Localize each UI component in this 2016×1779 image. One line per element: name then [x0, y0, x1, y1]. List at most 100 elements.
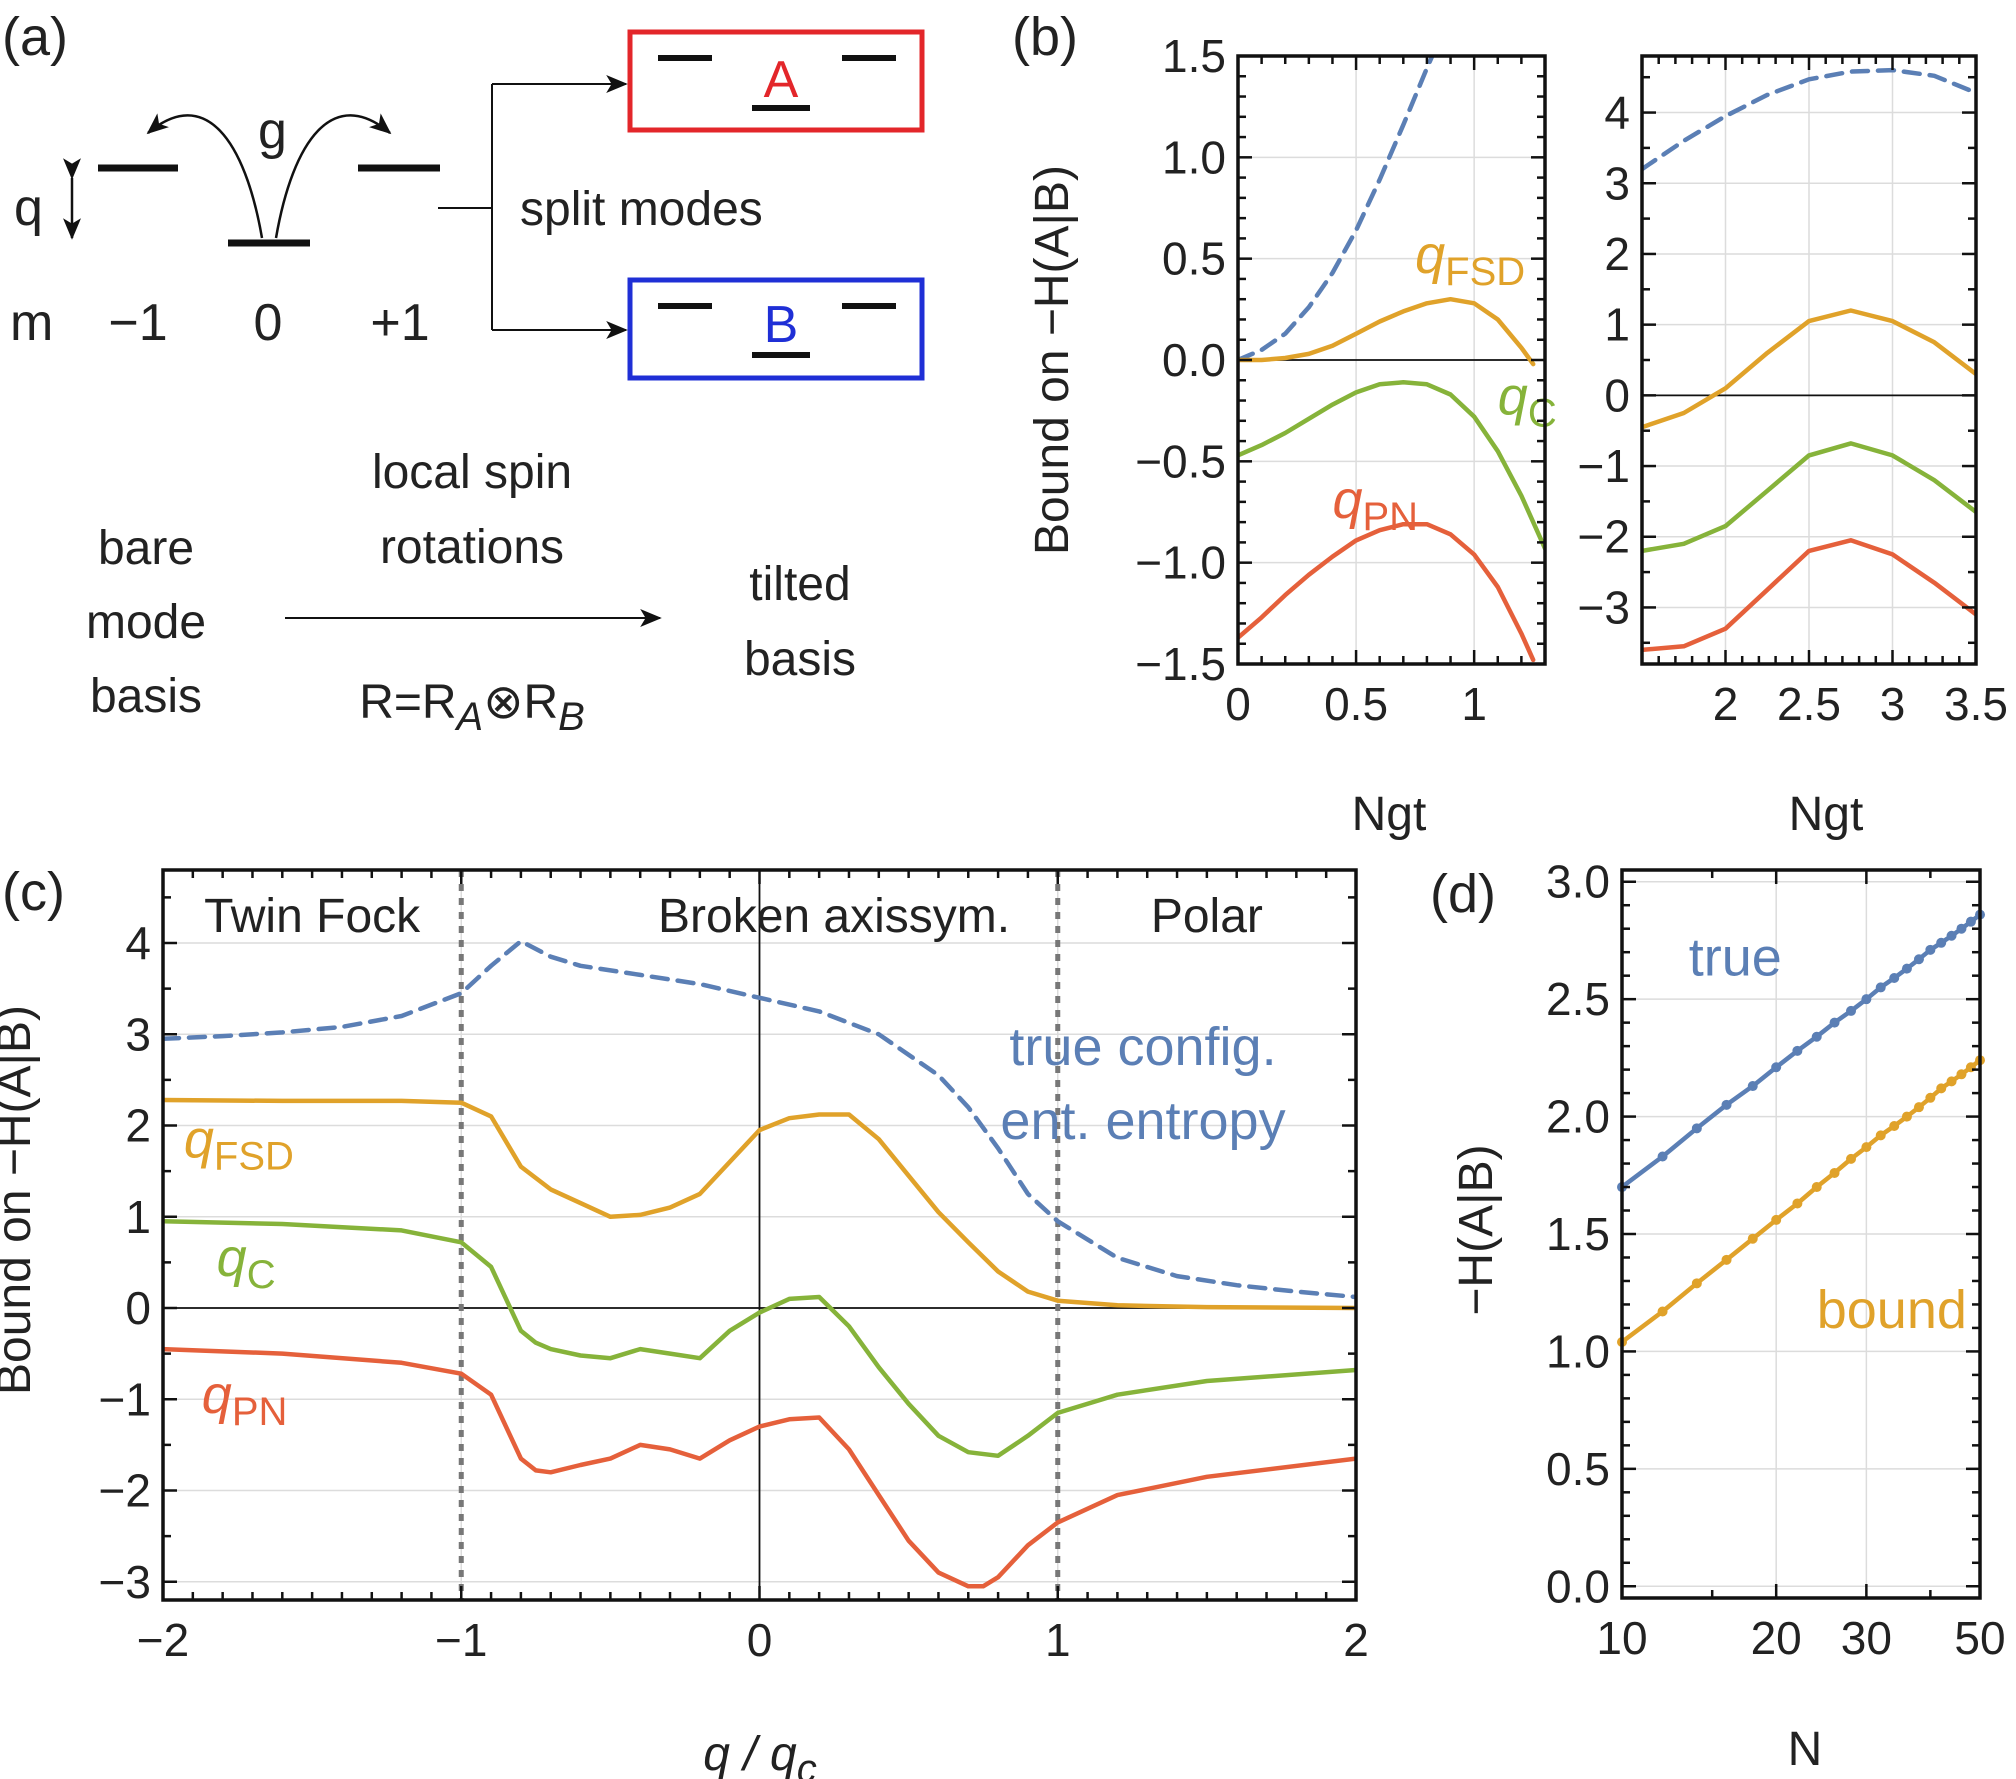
panel-b-left-xtick-label-0: 0 — [1225, 678, 1251, 730]
panel-c-true-label-line-0: true config. — [1009, 1017, 1276, 1077]
panel-d-series-fsd-point-10 — [1861, 1142, 1872, 1153]
panel-c-xtick-label-0: −2 — [137, 1614, 189, 1666]
panel-d-series-true-point-16 — [1936, 937, 1947, 948]
panel-d-series-fsd-point-9 — [1846, 1153, 1857, 1164]
panel-d-ytick-label-4: 2.0 — [1546, 1091, 1610, 1143]
panel-c-series-true-line — [163, 938, 1356, 1300]
panel-d-series-fsd-point-17 — [1946, 1076, 1957, 1087]
panel-d-series-true-point-6 — [1792, 1045, 1803, 1056]
panel-d-series-fsd-point-1 — [1657, 1306, 1668, 1317]
panel-b-right-series-pn-line — [1642, 538, 1976, 653]
panel-c-ytick-label-4: 1 — [125, 1191, 151, 1243]
mode-b-label: B — [764, 296, 799, 354]
panel-d-ytick-label-6: 3.0 — [1546, 856, 1610, 908]
panel-b-left-ytick-label-4: 0.5 — [1162, 233, 1226, 285]
panel-d-series-true-point-12 — [1889, 973, 1900, 984]
panel-d-ytick-label-3: 1.5 — [1546, 1208, 1610, 1260]
mode-a-box: A — [627, 29, 925, 133]
panel-b-right-ytick-label-7: 4 — [1604, 87, 1630, 139]
panel-b-right-xtick-label-2: 3 — [1880, 678, 1906, 730]
panel-c-region-label-1: Broken axissym. — [658, 890, 1010, 943]
panel-c-ytick-label-6: 3 — [125, 1008, 151, 1060]
panel-d-series-fsd-point-13 — [1901, 1111, 1912, 1122]
panel-c-xtick-label-4: 2 — [1343, 1614, 1369, 1666]
panel-d-chart: true bound 10 20 30 50 0.0 0.5 1.0 1.5 2.0 2.5 3.0 N −… — [1430, 856, 2006, 1776]
panel-d-series-true-point-2 — [1691, 1123, 1702, 1134]
panel-c-ytick-label-2: −1 — [99, 1373, 151, 1425]
panel-b-left-series-fsd-label: qFSD — [1415, 225, 1525, 294]
panel-d-series-fsd-point-5 — [1771, 1214, 1782, 1225]
mode-b-box: B — [627, 277, 925, 381]
panel-b-right-ytick-label-6: 3 — [1604, 157, 1630, 209]
panel-c-xtick-label-3: 1 — [1045, 1614, 1071, 1666]
panel-d-series-fsd-label: bound — [1817, 1280, 1967, 1340]
panel-b-right-ytick-label-0: −3 — [1578, 581, 1630, 633]
panel-b-right-ytick-label-2: −1 — [1578, 440, 1630, 492]
panel-c-ytick-label-5: 2 — [125, 1100, 151, 1152]
panel-c-xlabel: q / qc — [703, 1728, 816, 1779]
panel-d-xtick-label-0: 10 — [1596, 1612, 1647, 1664]
panel-b-left-ytick-label-2: −0.5 — [1135, 435, 1226, 487]
m-symbol: m — [10, 294, 53, 352]
tilted-basis-line-1: tilted — [749, 558, 850, 611]
level-label-plus-one: +1 — [370, 294, 429, 352]
panel-d-series-fsd-point-15 — [1925, 1092, 1936, 1103]
panel-d-series-true-point-15 — [1925, 944, 1936, 955]
panel-d-xlabel: N — [1788, 1723, 1823, 1776]
panel-b-left-ylabel: Bound on −H(A|B) — [1026, 165, 1079, 555]
panel-d-ytick-label-2: 1.0 — [1546, 1325, 1610, 1377]
q-symbol: q — [14, 179, 43, 237]
panel-d-ylabel: −H(A|B) — [1450, 1144, 1503, 1315]
panel-c-xtick-label-2: 0 — [747, 1614, 773, 1666]
panel-a-label: (a) — [2, 7, 68, 67]
panel-c-series-fsd-line — [163, 1097, 1356, 1311]
panel-d-series-true-point-11 — [1875, 982, 1886, 993]
panel-c-ytick-label-3: 0 — [125, 1282, 151, 1334]
panel-d-series-fsd-point-7 — [1811, 1182, 1822, 1193]
panel-d-xtick-label-1: 20 — [1751, 1612, 1802, 1664]
panel-d-panel-label: (d) — [1430, 864, 1496, 924]
panel-d-series-fsd-point-18 — [1956, 1069, 1967, 1080]
panel-b-right-xtick-label-0: 2 — [1713, 678, 1739, 730]
panel-d-series-fsd-point-8 — [1829, 1167, 1840, 1178]
panel-d-series-true-point-9 — [1846, 1005, 1857, 1016]
panel-c-series-c-line — [163, 1219, 1356, 1459]
panel-b-right-chart: 2 2.5 3 3.5 −3 −2 −1 0 1 2 3 4 Ngt — [1578, 54, 2008, 841]
split-modes-label: split modes — [520, 183, 763, 236]
coupling-symbol: g — [258, 102, 287, 160]
panel-d-series-true-point-10 — [1861, 994, 1872, 1005]
panel-b-right-ytick-label-1: −2 — [1578, 511, 1630, 563]
panel-d-series-fsd-point-6 — [1792, 1198, 1803, 1209]
panel-b-right-xtick-label-3: 3.5 — [1944, 678, 2008, 730]
panel-b-left-series-pn-line — [1238, 521, 1536, 663]
panel-d-series-fsd-point-11 — [1875, 1130, 1886, 1141]
panel-b-right-xtick-label-1: 2.5 — [1777, 678, 1841, 730]
panel-d-series-true-point-13 — [1901, 963, 1912, 974]
panel-d-series-true-point-1 — [1657, 1151, 1668, 1162]
panel-b-left-series-pn-label: qPN — [1332, 470, 1418, 539]
panel-d-series-true-point-18 — [1956, 923, 1967, 934]
panel-b-left-ytick-label-0: −1.5 — [1135, 638, 1226, 690]
panel-d-ytick-label-0: 0.0 — [1546, 1560, 1610, 1612]
panel-b-right-ytick-label-4: 1 — [1604, 299, 1630, 351]
panel-c-ylabel: Bound on −H(A|B) — [0, 1005, 41, 1395]
panel-c-series-c-label: qC — [217, 1228, 276, 1297]
panel-d-xtick-label-3: 50 — [1954, 1612, 2005, 1664]
panel-c-ytick-label-0: −3 — [99, 1556, 151, 1608]
panel-d-series-true-point-19 — [1965, 916, 1976, 927]
panel-d-series-true-point-3 — [1721, 1099, 1732, 1110]
panel-b-left-series-true-line — [1238, 56, 1435, 363]
panel-b-right-ytick-label-3: 0 — [1604, 369, 1630, 421]
panel-b-left-chart: qFSD qC qPN 0 0.5 1 −1.5 −1.0 −0.5 0.0 0.5 1.0 1.5 Ng… — [1012, 7, 1557, 841]
panel-c-ytick-label-7: 4 — [125, 917, 151, 969]
panel-b-left-ytick-label-5: 1.0 — [1162, 131, 1226, 183]
panel-b-left-ytick-label-1: −1.0 — [1135, 537, 1226, 589]
panel-b-left-series-c-label: qC — [1498, 367, 1557, 436]
panel-c-region-label-0: Twin Fock — [204, 890, 421, 943]
tilted-basis-line-2: basis — [744, 633, 856, 686]
panel-d-series-true-point-5 — [1771, 1062, 1782, 1073]
panel-b-left-panel-label: (b) — [1012, 7, 1078, 67]
rotation-label-line-2: rotations — [380, 521, 564, 574]
panel-c-true-label-line-1: ent. entropy — [1000, 1091, 1285, 1151]
